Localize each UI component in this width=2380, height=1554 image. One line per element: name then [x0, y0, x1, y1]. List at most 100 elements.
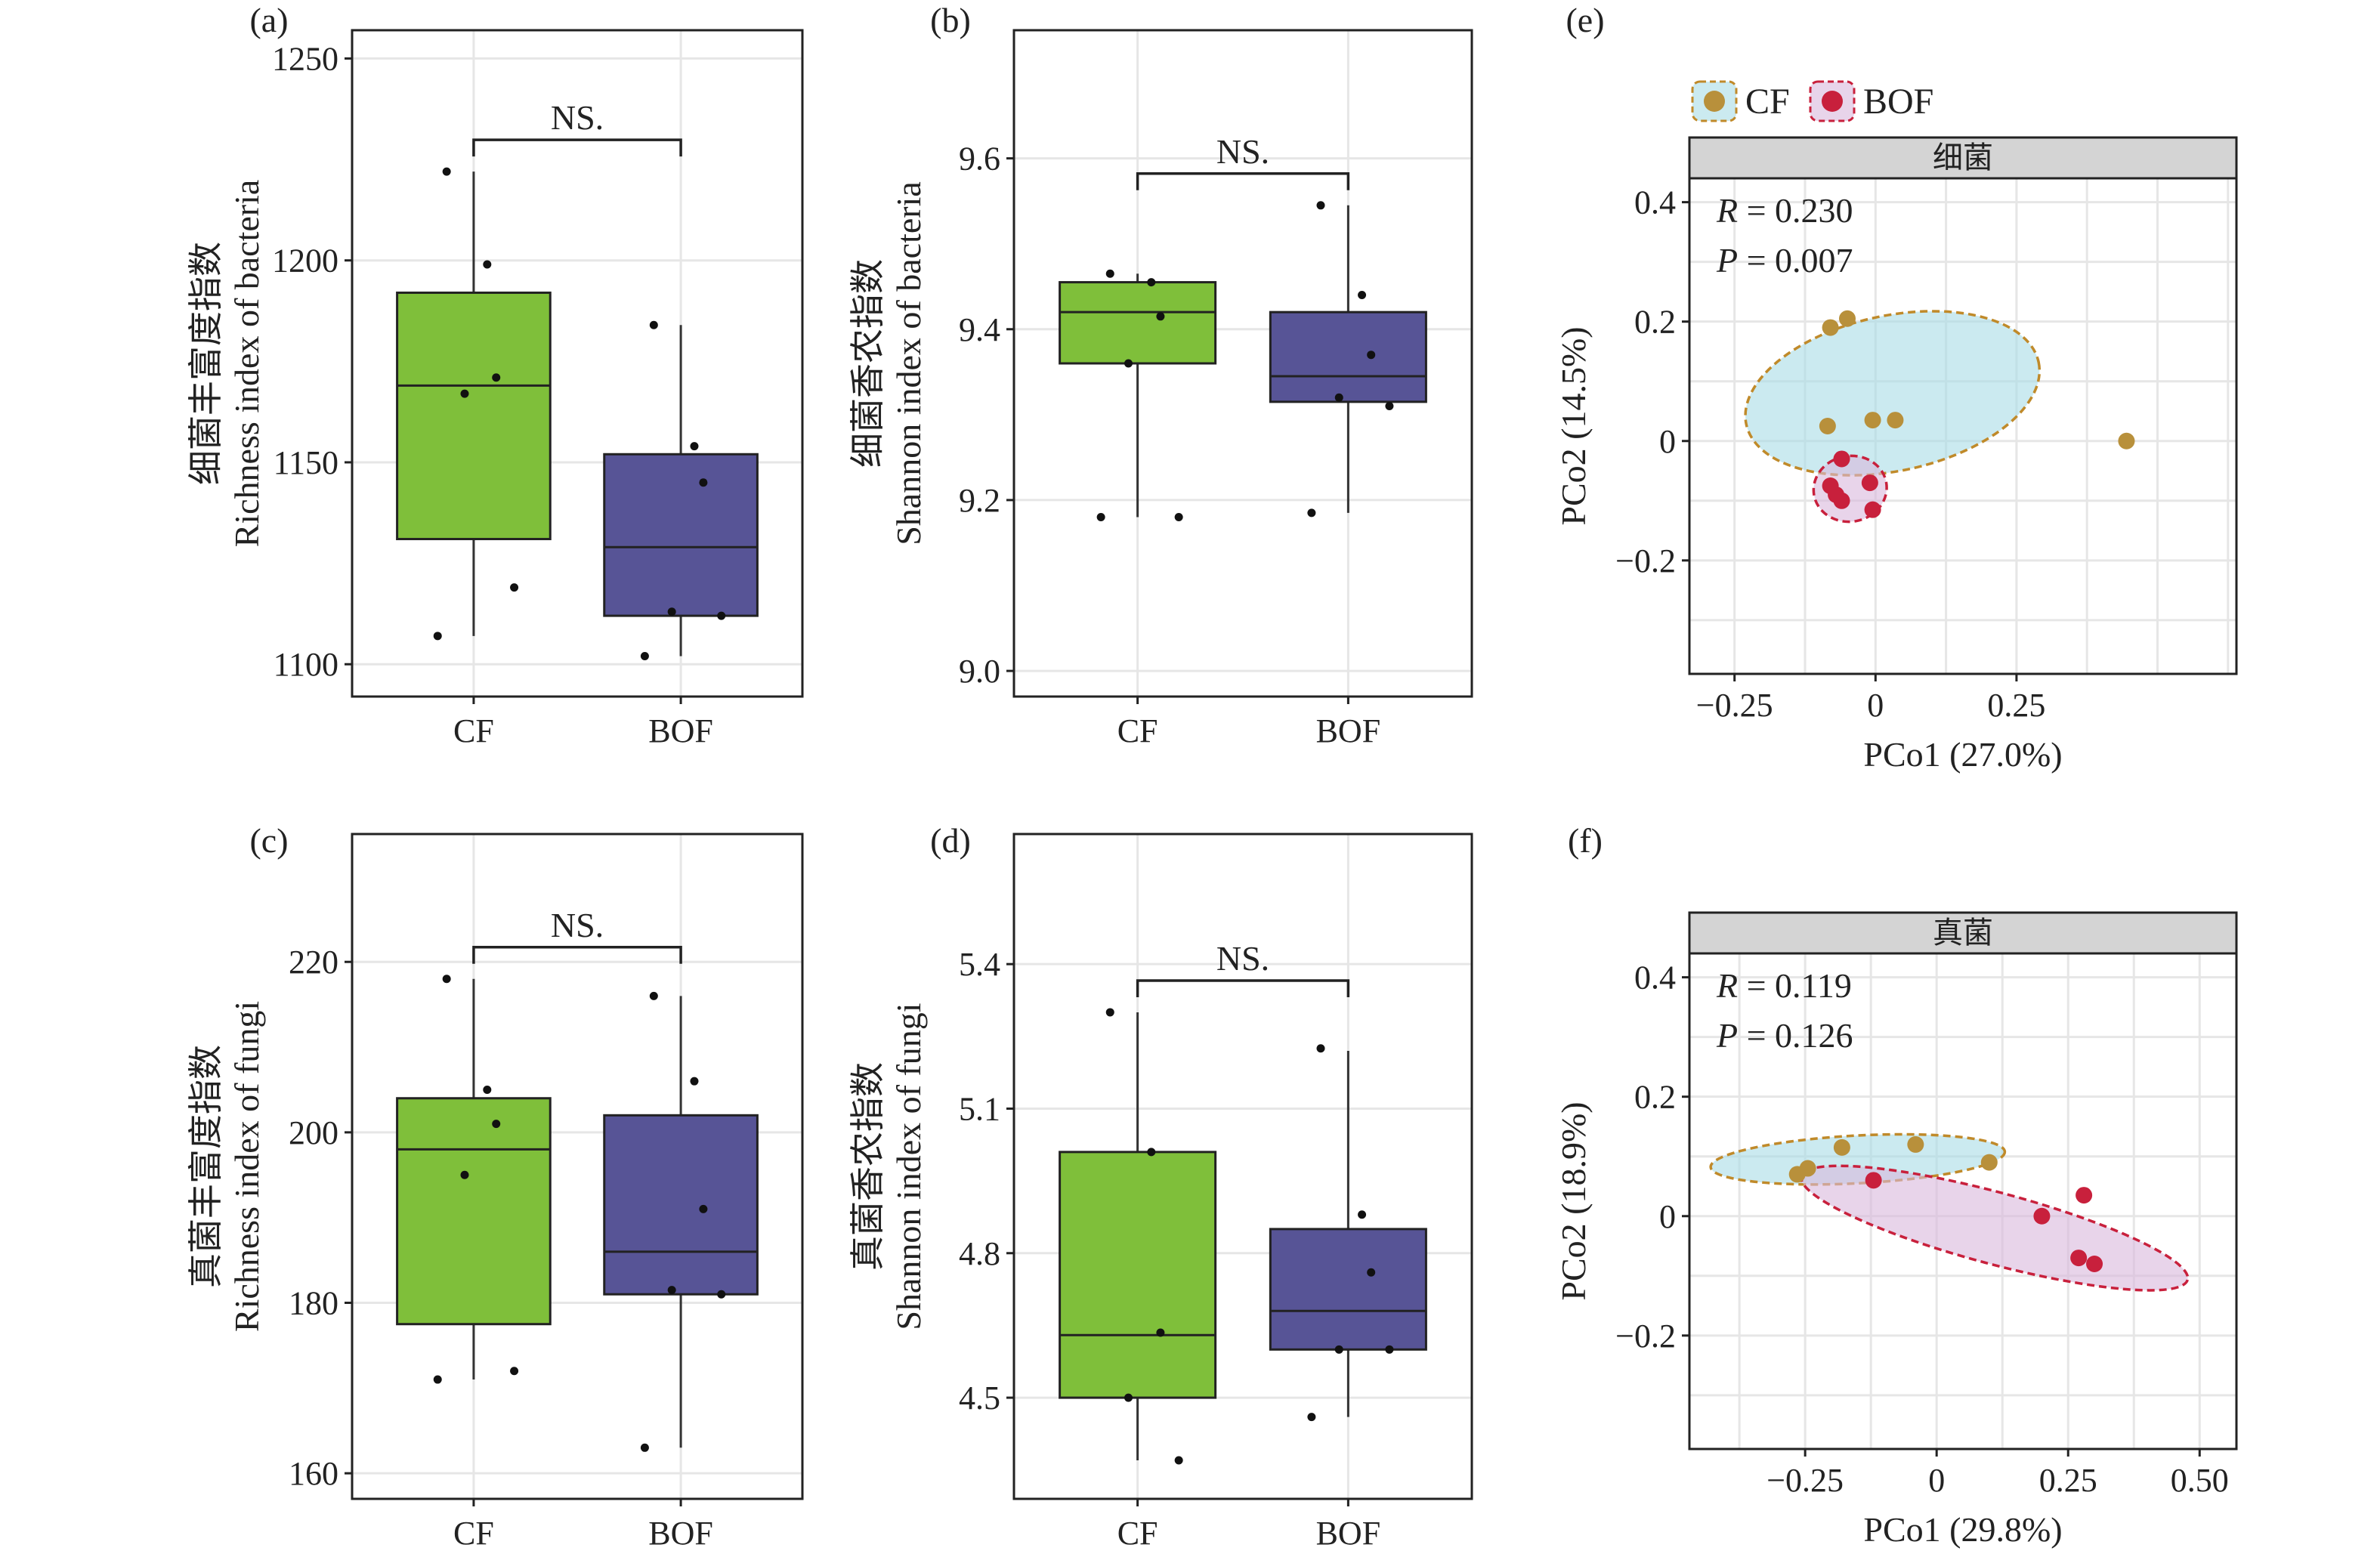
- ellipse-cf: [1744, 310, 2042, 477]
- panel-a: (a) 1100 1150 1200 1250 CF BOF NS. 细菌丰富度指数 Richne…: [187, 1, 804, 749]
- data-point: [1174, 1456, 1183, 1465]
- facet-strip-label: 细菌: [1933, 141, 1993, 175]
- data-point: [433, 632, 442, 641]
- ytick-label: 9.2: [959, 482, 1000, 519]
- data-point: [510, 583, 519, 592]
- data-point: [1358, 1210, 1367, 1219]
- data-point: [1367, 351, 1376, 360]
- significance-label: NS.: [1216, 939, 1269, 978]
- data-point: [649, 991, 658, 1000]
- facet-strip: [1688, 911, 2238, 955]
- point-bof: [1833, 450, 1850, 468]
- legend: CF BOF: [1691, 80, 1933, 122]
- point-cf: [1864, 412, 1881, 429]
- ytick-label: 9.4: [959, 311, 1000, 348]
- ylabel: PCo2 (18.9%): [1554, 1101, 1593, 1300]
- box-cf: [396, 291, 552, 541]
- significance-bracket: [1136, 979, 1350, 997]
- facet-strip-label: 真菌: [1933, 916, 1993, 950]
- panel-f: (f) 真菌 −0.25 0 0.25 0.50 −0.2 0 0.2 0.4 PCo1 (29.8…: [1554, 821, 2238, 1549]
- ytick-label: 0.4: [1634, 184, 1676, 221]
- data-point: [690, 1077, 699, 1086]
- data-point: [1385, 1345, 1394, 1354]
- data-point: [510, 1367, 519, 1376]
- ytick-label: 160: [289, 1455, 338, 1492]
- legend-label-cf: CF: [1745, 82, 1790, 122]
- plot-frame: [351, 833, 804, 1500]
- box-cf: [1059, 281, 1217, 365]
- data-point: [640, 652, 649, 661]
- data-point: [1334, 1345, 1343, 1354]
- panel-label: (e): [1566, 1, 1604, 39]
- data-point: [649, 320, 658, 329]
- box-cf: [396, 1097, 552, 1326]
- facet-strip: [1688, 136, 2238, 180]
- ylabel-en: Shannon index of fungi: [889, 1003, 928, 1330]
- ytick-label: 1150: [274, 444, 338, 481]
- ylabel-cn: 真菌香农指数: [848, 1062, 887, 1271]
- xtick-label: 0.25: [1987, 687, 2045, 724]
- stat-r: R = 0.230: [1716, 191, 1853, 230]
- xtick-label: CF: [1117, 712, 1158, 749]
- ytick-label: 0.4: [1634, 959, 1676, 996]
- significance-bracket: [472, 946, 682, 964]
- xtick-label: BOF: [648, 1515, 713, 1552]
- stat-r-symbol: R: [1716, 191, 1738, 230]
- panel-label: (f): [1568, 821, 1603, 860]
- xtick-label: 0.25: [2039, 1462, 2097, 1499]
- significance-label: NS.: [551, 906, 604, 944]
- point-cf: [1887, 412, 1904, 429]
- ytick-label: 9.6: [959, 141, 1000, 178]
- stat-p-symbol: P: [1716, 1016, 1738, 1055]
- data-point: [492, 1120, 501, 1129]
- stat-r: R = 0.119: [1716, 966, 1852, 1005]
- plot-frame: [1012, 29, 1473, 698]
- data-point: [1096, 513, 1105, 522]
- xtick-label: BOF: [1316, 712, 1381, 749]
- point-bof: [2086, 1255, 2103, 1272]
- ytick-label: 180: [289, 1285, 338, 1322]
- data-point: [492, 373, 501, 382]
- ytick-label: 1100: [274, 646, 338, 683]
- ytick-label: 0.2: [1634, 304, 1676, 341]
- data-point: [1316, 1044, 1325, 1053]
- data-point: [442, 975, 451, 984]
- stat-p-value: = 0.007: [1738, 241, 1853, 280]
- data-point: [1334, 393, 1343, 402]
- ytick-label: 5.4: [959, 946, 1000, 983]
- point-bof: [2076, 1187, 2093, 1204]
- data-point: [1124, 1393, 1133, 1402]
- ytick-label: 220: [289, 944, 338, 981]
- panel-label: (b): [930, 1, 971, 39]
- xtick-label: −0.25: [1696, 687, 1773, 724]
- xtick-label: CF: [1117, 1515, 1158, 1552]
- stat-r-value: = 0.230: [1738, 191, 1853, 230]
- data-point: [699, 478, 708, 487]
- point-cf: [1833, 1138, 1850, 1156]
- plot-frame: [1688, 177, 2238, 675]
- data-point: [483, 1085, 492, 1094]
- box-bof: [603, 453, 759, 617]
- data-point: [483, 260, 492, 269]
- xlabel: PCo1 (29.8%): [1863, 1510, 2062, 1549]
- ylabel-en: Richness index of bacteria: [227, 180, 266, 548]
- ytick-label: −0.2: [1615, 542, 1676, 579]
- legend-point-bof: [1822, 91, 1843, 112]
- legend-point-cf: [1704, 91, 1725, 112]
- data-point: [1307, 508, 1316, 517]
- plot-frame: [351, 29, 804, 698]
- data-point: [690, 442, 699, 451]
- ylabel-cn: 细菌丰富度指数: [187, 242, 225, 485]
- xtick-label: BOF: [1316, 1515, 1381, 1552]
- ytick-label: 4.8: [959, 1235, 1000, 1272]
- stat-p: P = 0.126: [1716, 1016, 1853, 1055]
- point-cf: [2118, 432, 2135, 450]
- point-bof: [1861, 474, 1878, 492]
- data-point: [1307, 1413, 1316, 1422]
- ytick-label: −0.2: [1615, 1318, 1676, 1355]
- box-bof: [603, 1114, 759, 1296]
- plot-frame: [1688, 952, 2238, 1451]
- stat-r-value: = 0.119: [1738, 966, 1852, 1005]
- data-point: [1147, 1148, 1156, 1157]
- point-bof: [1865, 1172, 1882, 1189]
